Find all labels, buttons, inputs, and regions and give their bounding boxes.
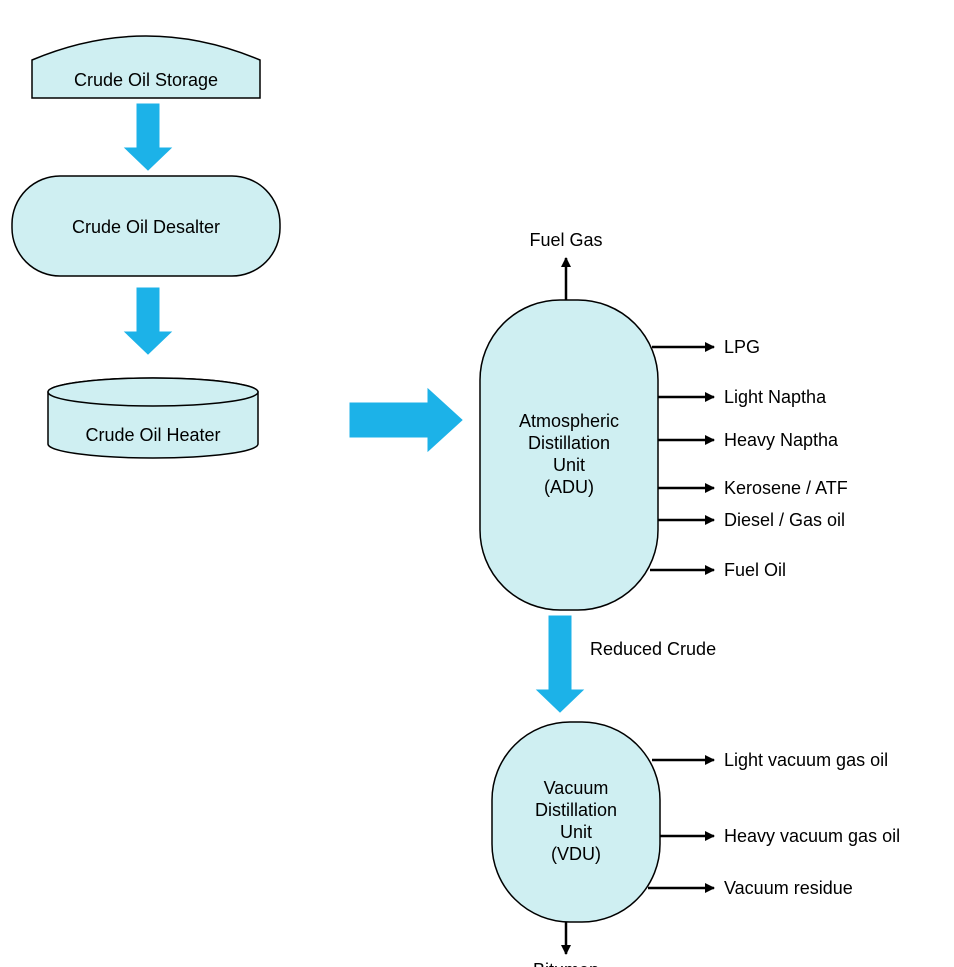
node-vdu-label-1: Distillation: [535, 800, 617, 820]
black-arrow-vdu_out2: Heavy vacuum gas oil: [660, 826, 900, 846]
black-arrow-vdu_bottom-label: Bitumen: [533, 960, 599, 967]
blue-arrow-a3: [350, 389, 462, 451]
black-arrow-adu_out1-label: LPG: [724, 337, 760, 357]
node-adu: AtmosphericDistillationUnit(ADU): [480, 300, 658, 610]
node-adu-label-2: Unit: [553, 455, 585, 475]
black-arrow-vdu_out3-label: Vacuum residue: [724, 878, 853, 898]
node-heater-label: Crude Oil Heater: [85, 425, 220, 445]
label-reduced-crude: Reduced Crude: [590, 639, 716, 659]
black-arrow-vdu_out1-label: Light vacuum gas oil: [724, 750, 888, 770]
process-flow-diagram: Crude Oil Storage Crude Oil Desalter Crude…: [0, 0, 954, 967]
node-vdu: VacuumDistillationUnit(VDU): [492, 722, 660, 922]
black-arrow-adu_out1: LPG: [652, 337, 760, 357]
node-desalter-label: Crude Oil Desalter: [72, 217, 220, 237]
node-heater: Crude Oil Heater: [48, 378, 258, 458]
node-vdu-label-0: Vacuum: [544, 778, 609, 798]
blue-arrow-a1: [125, 104, 171, 170]
node-adu-label-3: (ADU): [544, 477, 594, 497]
node-vdu-label-2: Unit: [560, 822, 592, 842]
black-arrow-adu_out4: Kerosene / ATF: [658, 478, 848, 498]
black-arrow-adu_out6-label: Fuel Oil: [724, 560, 786, 580]
black-arrow-adu_out5-label: Diesel / Gas oil: [724, 510, 845, 530]
blue-arrow-a4: [537, 616, 583, 712]
black-arrow-adu_out4-label: Kerosene / ATF: [724, 478, 848, 498]
black-arrow-adu_top-label: Fuel Gas: [529, 230, 602, 250]
black-arrow-adu_out5: Diesel / Gas oil: [658, 510, 845, 530]
blue-arrow-a2: [125, 288, 171, 354]
black-arrow-adu_out2-label: Light Naptha: [724, 387, 827, 407]
black-arrow-vdu_out1: Light vacuum gas oil: [652, 750, 888, 770]
node-storage: Crude Oil Storage: [32, 36, 260, 98]
black-arrow-adu_out2: Light Naptha: [658, 387, 827, 407]
black-arrow-adu_out3: Heavy Naptha: [658, 430, 839, 450]
black-arrow-vdu_out3: Vacuum residue: [648, 878, 853, 898]
black-arrow-adu_out6: Fuel Oil: [650, 560, 786, 580]
black-arrow-adu_top: Fuel Gas: [529, 230, 602, 300]
black-arrow-adu_out3-label: Heavy Naptha: [724, 430, 839, 450]
node-storage-label: Crude Oil Storage: [74, 70, 218, 90]
black-arrow-vdu_bottom: Bitumen: [533, 922, 599, 967]
node-adu-label-1: Distillation: [528, 433, 610, 453]
node-adu-label-0: Atmospheric: [519, 411, 619, 431]
black-arrow-vdu_out2-label: Heavy vacuum gas oil: [724, 826, 900, 846]
node-desalter: Crude Oil Desalter: [12, 176, 280, 276]
node-vdu-label-3: (VDU): [551, 844, 601, 864]
